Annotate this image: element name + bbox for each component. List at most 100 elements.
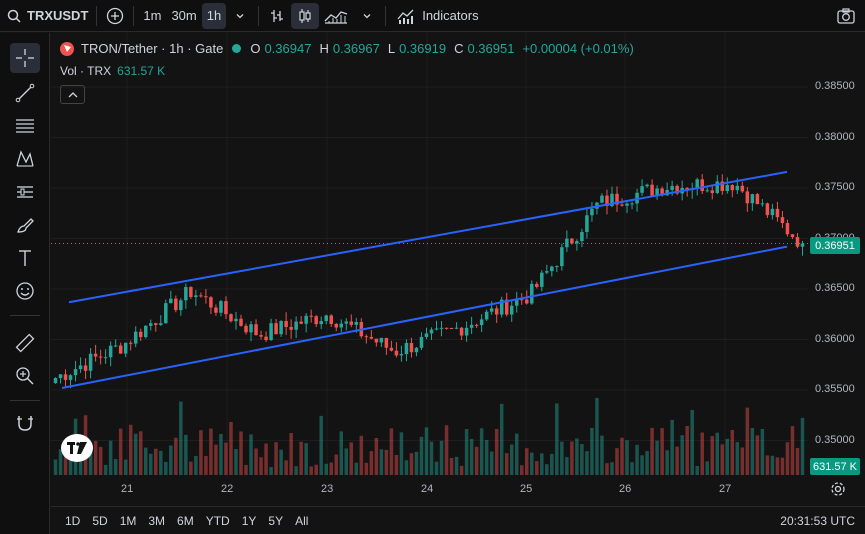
brush-tool[interactable] — [10, 210, 40, 240]
chevron-down-icon — [236, 13, 244, 18]
range-3m[interactable]: 3M — [148, 513, 166, 528]
range-6m[interactable]: 6M — [177, 513, 194, 528]
zoom-tool[interactable] — [10, 361, 40, 391]
volume-bar — [429, 441, 434, 475]
ruler-tool[interactable] — [10, 328, 40, 358]
range-ytd[interactable]: YTD — [205, 513, 230, 528]
volume-bar — [324, 463, 328, 475]
volume-bar — [675, 446, 679, 475]
range-1m[interactable]: 1M — [119, 513, 137, 528]
pattern-tool[interactable] — [10, 144, 40, 174]
utc-clock[interactable]: 20:31:53 UTC — [780, 513, 855, 528]
candle-body — [550, 266, 554, 272]
text-tool[interactable] — [10, 243, 40, 273]
gear-icon[interactable] — [830, 481, 846, 497]
candle-body — [600, 195, 604, 203]
volume-bar — [384, 449, 389, 475]
collapse-legend-button[interactable] — [60, 85, 85, 104]
volume-bar — [329, 462, 333, 475]
volume-bar — [274, 442, 278, 475]
range-5y[interactable]: 5Y — [268, 513, 284, 528]
candle-body — [304, 315, 308, 324]
volume-bar — [494, 429, 499, 475]
fib-icon — [16, 119, 34, 133]
camera-icon[interactable] — [836, 6, 856, 26]
compare-button[interactable] — [101, 3, 129, 29]
range-all[interactable]: All — [295, 513, 309, 528]
candle-style-button[interactable] — [291, 2, 320, 29]
range-1y[interactable]: 1Y — [241, 513, 257, 528]
candle-body — [790, 234, 795, 238]
candle-body — [169, 298, 173, 304]
candle-body — [555, 266, 559, 268]
volume-bar — [249, 434, 253, 475]
legend-title[interactable]: TRON/Tether · 1h · Gate — [81, 41, 224, 56]
volume-bar — [514, 433, 519, 475]
volume-bar — [244, 464, 248, 475]
candle-body — [650, 184, 654, 197]
divider — [258, 5, 260, 26]
timeframe-dropdown[interactable] — [226, 3, 254, 29]
trend-line-tool[interactable] — [10, 78, 40, 108]
divider — [10, 315, 40, 316]
candle-body — [113, 345, 118, 347]
price-chart[interactable] — [51, 33, 865, 534]
candle-body — [540, 272, 544, 287]
bar-style-button[interactable] — [263, 3, 291, 29]
tradingview-logo-icon[interactable] — [61, 434, 93, 462]
candle-body — [389, 347, 394, 351]
area-style-button[interactable] — [319, 3, 353, 29]
emoji-tool[interactable] — [10, 276, 40, 306]
volume-legend: Vol · TRX 631.57 K — [60, 64, 165, 78]
range-5d[interactable]: 5D — [92, 513, 108, 528]
volume-bar — [545, 464, 549, 475]
timeframe-30m[interactable]: 30m — [171, 8, 197, 23]
volume-bar — [775, 457, 780, 475]
change-value: +0.00004 (+0.01%) — [522, 41, 634, 56]
symbol-search[interactable]: TRXUSDT — [0, 3, 92, 29]
volume-bar — [159, 450, 163, 475]
candle-body — [63, 374, 68, 380]
volume-bar — [755, 435, 760, 475]
timeframe-1m[interactable]: 1m — [143, 8, 162, 23]
bar-style-icon — [271, 9, 284, 22]
volume-bar — [640, 455, 644, 475]
current-price-tag: 0.36951 — [810, 237, 860, 254]
fib-tool[interactable] — [10, 111, 40, 141]
candle-body — [88, 353, 93, 371]
candle-body — [409, 342, 414, 353]
volume-bar — [550, 453, 554, 475]
volume-bar — [224, 442, 228, 475]
forecast-icon — [17, 186, 33, 198]
volume-bar — [304, 443, 308, 475]
range-1d[interactable]: 1D — [65, 513, 81, 528]
zoom-icon — [16, 367, 34, 385]
forecast-tool[interactable] — [10, 177, 40, 207]
time-tick-label: 25 — [520, 483, 533, 495]
volume-bar — [128, 424, 133, 475]
candle-body — [535, 283, 539, 287]
crosshair-tool[interactable] — [10, 43, 40, 73]
volume-bar — [269, 466, 273, 475]
candle-body — [264, 336, 268, 341]
lower-channel-line — [61, 245, 788, 390]
candle-body — [570, 238, 574, 244]
timeframe-1h[interactable]: 1h — [201, 2, 227, 29]
volume-bar — [389, 428, 394, 475]
candle-body — [219, 301, 223, 313]
volume-bar — [189, 461, 193, 475]
chart-style-dropdown[interactable] — [353, 3, 381, 29]
candle-body — [329, 315, 333, 324]
candle-body — [284, 320, 288, 327]
volume-bar — [133, 433, 138, 475]
volume-bar — [439, 440, 444, 475]
volume-label[interactable]: Vol · TRX — [60, 64, 112, 78]
volume-bar — [334, 454, 339, 475]
magnet-tool[interactable] — [10, 408, 40, 438]
indicators-button[interactable]: Indicators — [390, 3, 484, 29]
candle-body — [319, 321, 323, 325]
candle-body — [399, 354, 404, 356]
volume-bar — [379, 449, 384, 475]
volume-bar — [299, 441, 303, 475]
candle-body — [625, 203, 629, 206]
